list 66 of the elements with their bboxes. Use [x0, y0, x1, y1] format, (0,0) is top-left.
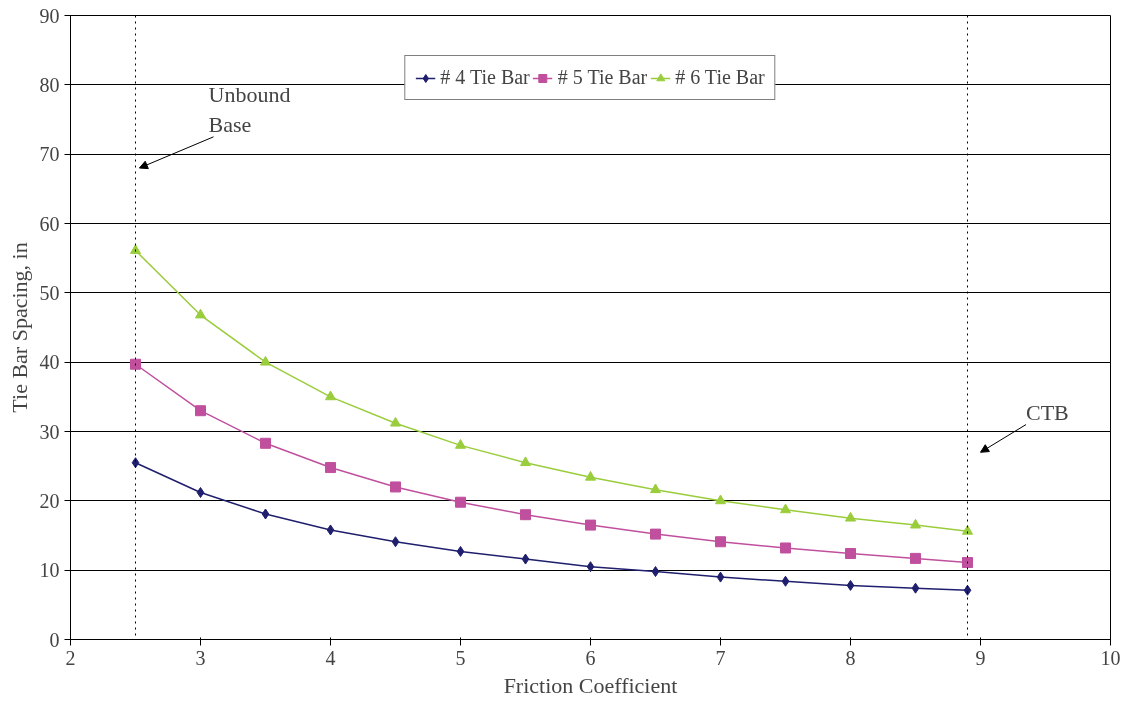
- point: [391, 536, 400, 548]
- legend-label: # 5 Tie Bar: [557, 66, 648, 89]
- x-tick-label: 8: [845, 646, 856, 669]
- y-tick-label: 20: [39, 489, 60, 512]
- point: [845, 511, 856, 522]
- point: [585, 470, 596, 481]
- point: [455, 496, 466, 508]
- x-tick-label: 7: [715, 646, 726, 669]
- point: [520, 456, 531, 467]
- y-tick-label: 70: [39, 143, 60, 166]
- point: [781, 575, 790, 587]
- x-tick-label: 9: [975, 646, 986, 669]
- y-tick-label: 60: [39, 212, 60, 235]
- point: [196, 487, 205, 499]
- point: [260, 355, 271, 366]
- point: [780, 542, 791, 554]
- point: [910, 552, 921, 564]
- point: [456, 545, 465, 557]
- x-tick-label: 3: [195, 646, 206, 669]
- point: [650, 528, 661, 540]
- x-tick-label: 5: [455, 646, 466, 669]
- y-tick-label: 0: [49, 628, 60, 651]
- point: [846, 579, 855, 591]
- x-tick-label: 6: [585, 646, 596, 669]
- y-tick-label: 10: [39, 559, 60, 582]
- x-tick-label: 10: [1100, 646, 1121, 669]
- y-tick-label: 30: [39, 420, 60, 443]
- point: [130, 358, 141, 370]
- point: [261, 508, 270, 520]
- point: [325, 390, 336, 401]
- x-tick-label: 4: [325, 646, 336, 669]
- point: [325, 462, 336, 474]
- annotation: CTB: [1026, 399, 1069, 425]
- y-tick-label: 40: [39, 351, 60, 374]
- y-axis-title: Tie Bar Spacing, in: [6, 242, 32, 413]
- y-tick-label: 80: [39, 73, 60, 96]
- point: [911, 582, 920, 594]
- point: [585, 519, 596, 531]
- point: [195, 405, 206, 417]
- point: [716, 571, 725, 583]
- point: [390, 481, 401, 493]
- point: [715, 494, 726, 505]
- point: [586, 561, 595, 573]
- legend-label: # 6 Tie Bar: [675, 66, 765, 89]
- point: [715, 536, 726, 548]
- point: [650, 483, 661, 494]
- point: [521, 553, 530, 565]
- point: [845, 548, 856, 560]
- point: [780, 503, 791, 514]
- point: [326, 524, 335, 536]
- point: [910, 518, 921, 529]
- point: [390, 416, 401, 427]
- point: [962, 525, 973, 535]
- x-tick-label: 2: [65, 646, 76, 669]
- point: [260, 437, 271, 449]
- y-tick-label: 50: [39, 281, 60, 304]
- point: [455, 439, 466, 449]
- point: [651, 566, 660, 578]
- point: [130, 244, 141, 254]
- legend-label: # 4 Tie Bar: [440, 66, 530, 89]
- point: [520, 509, 531, 521]
- point: [962, 557, 973, 569]
- annotation: Unbound Base: [208, 81, 291, 137]
- y-tick-label: 90: [39, 4, 60, 27]
- x-axis-title: Friction Coefficient: [503, 672, 678, 698]
- point: [195, 308, 206, 319]
